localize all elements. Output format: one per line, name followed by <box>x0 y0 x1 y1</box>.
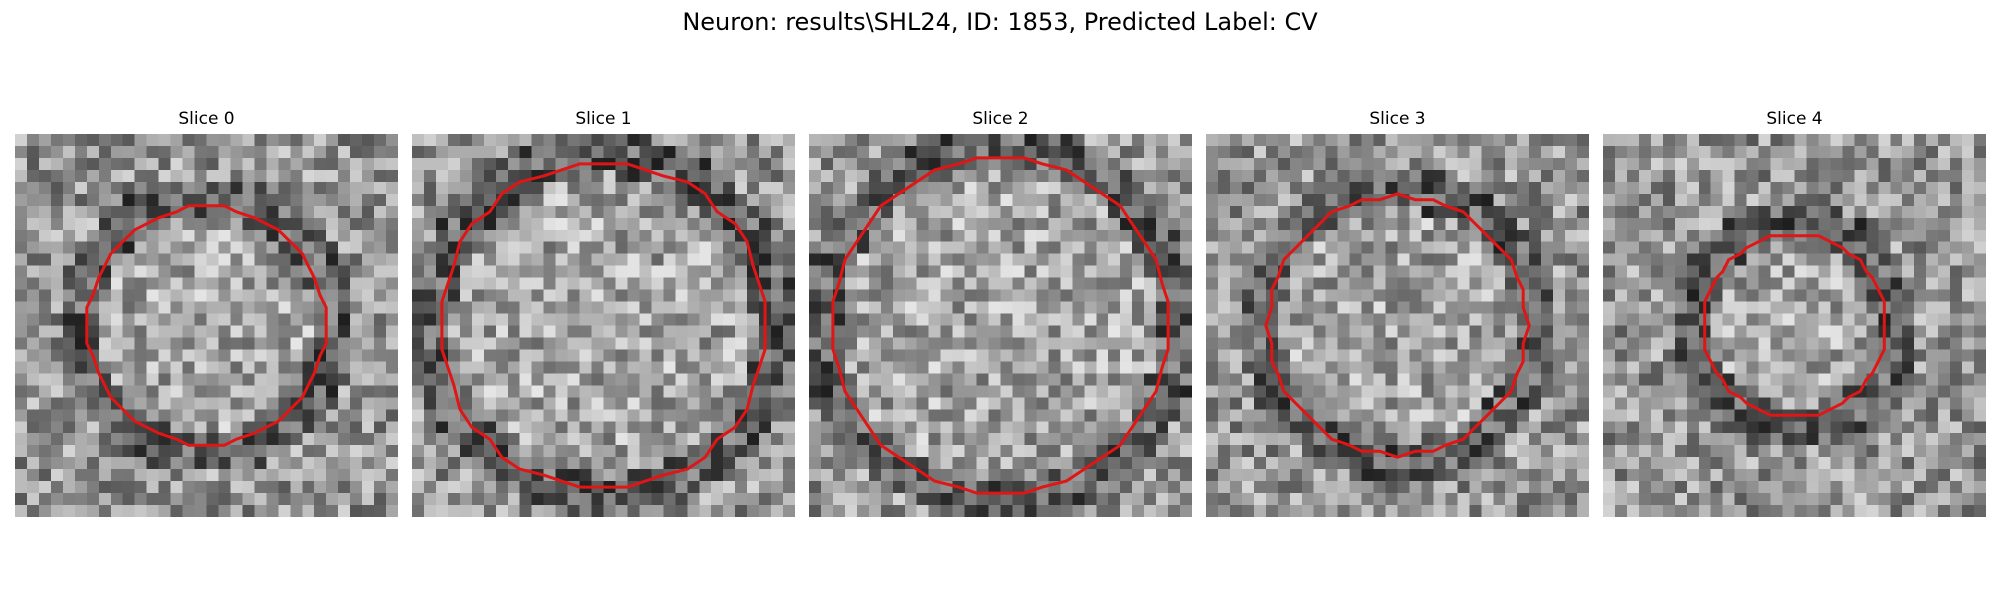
segmentation-outline-1 <box>440 162 767 489</box>
slice-panel-3: Slice 3 <box>1206 108 1589 520</box>
slice-panel-0: Slice 0 <box>15 108 398 520</box>
segmentation-outline-3 <box>1264 192 1531 459</box>
slice-title-1: Slice 1 <box>575 109 632 129</box>
slice-title-2: Slice 2 <box>972 109 1029 129</box>
slice-image-1 <box>412 134 795 517</box>
slice-title-3: Slice 3 <box>1369 109 1426 129</box>
segmentation-outline-0 <box>85 204 328 447</box>
slice-title-0: Slice 0 <box>178 109 235 129</box>
slice-image-0 <box>15 134 398 517</box>
slice-panel-1: Slice 1 <box>412 108 795 520</box>
slice-panel-2: Slice 2 <box>809 108 1192 520</box>
segmentation-outline-4 <box>1703 234 1886 417</box>
slice-image-2 <box>809 134 1192 517</box>
slice-title-4: Slice 4 <box>1766 109 1823 129</box>
slice-image-3 <box>1206 134 1589 517</box>
segmentation-outline-2 <box>831 156 1170 495</box>
slice-panel-4: Slice 4 <box>1603 108 1986 520</box>
slice-image-4 <box>1603 134 1986 517</box>
figure-title: Neuron: results\SHL24, ID: 1853, Predict… <box>682 8 1318 36</box>
